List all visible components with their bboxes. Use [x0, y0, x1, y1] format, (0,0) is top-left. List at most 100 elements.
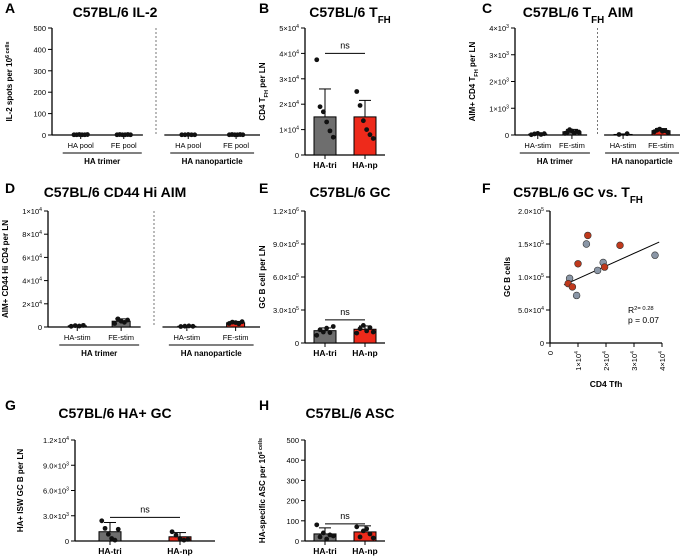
chart-title: C57BL/6 TFH — [309, 4, 391, 26]
data-point — [314, 522, 320, 528]
significance-label: ns — [340, 511, 350, 521]
y-tick-label: 4×104 — [22, 277, 42, 286]
y-tick-label: 200 — [33, 88, 46, 97]
y-tick-label: 2×104 — [279, 100, 299, 109]
y-tick-label: 1×103 — [489, 104, 509, 113]
chart-title: C57BL/6 ASC — [306, 405, 395, 421]
data-point — [125, 317, 131, 323]
data-point — [624, 131, 630, 137]
data-point — [192, 132, 198, 138]
data-point — [239, 319, 245, 325]
y-tick-label: 500 — [33, 24, 46, 33]
x-tick-label: 3×104 — [630, 351, 639, 371]
panel-letter: B — [259, 0, 269, 16]
data-point — [182, 323, 188, 329]
scatter-point — [616, 241, 624, 250]
y-tick-label: 8×104 — [22, 230, 42, 239]
data-point — [115, 526, 121, 532]
scatter-point — [651, 251, 659, 259]
y-tick-label: 2×104 — [22, 300, 42, 309]
x-tick-label: HA-tri — [313, 546, 337, 556]
x-tick-label: HA-np — [167, 546, 193, 556]
significance-label: ns — [140, 504, 150, 514]
data-point — [102, 525, 108, 531]
scatter-point — [568, 283, 577, 291]
chart-title: C57BL/6 GC vs. TFH — [513, 184, 643, 206]
data-point — [354, 330, 360, 336]
significance-label: ns — [340, 307, 350, 317]
y-tick-label: 0 — [65, 537, 69, 546]
data-point — [357, 326, 363, 332]
group-label: HA nanoparticle — [612, 157, 674, 166]
data-point — [186, 323, 192, 329]
y-axis-label: CD4 TFH per LN — [258, 62, 270, 120]
data-point — [367, 531, 373, 537]
y-axis-label: GC B cells — [503, 256, 512, 297]
panel-f: F C57BL/6 GC vs. TFH 0 5.0×104 1.0×105 1.5×10… — [482, 180, 667, 389]
panel-letter: H — [259, 397, 269, 413]
chart-title: C57BL/6 CD44 Hi AIM — [44, 184, 187, 200]
data-point — [85, 132, 90, 137]
data-point — [330, 134, 336, 140]
x-tick-label: FE-stim — [559, 141, 585, 150]
y-tick-label: 400 — [286, 456, 299, 465]
data-point — [320, 329, 326, 335]
y-tick-label: 9.0×103 — [43, 461, 69, 470]
data-point — [370, 329, 376, 335]
scatter-point — [574, 260, 582, 268]
data-point — [76, 323, 82, 329]
data-point — [320, 109, 326, 115]
x-tick-label: 0 — [546, 351, 555, 355]
y-tick-label: 300 — [286, 476, 299, 485]
y-tick-label: 100 — [33, 110, 46, 119]
data-point — [370, 136, 376, 141]
y-axis-label: HA+ ISW GC B per LN — [16, 449, 25, 533]
group-label: HA trimer — [84, 157, 120, 166]
chart-title: C57BL/6 IL-2 — [73, 4, 158, 20]
data-point — [72, 323, 78, 329]
x-tick-label: 4×104 — [658, 351, 667, 371]
group-label: HA trimer — [81, 349, 117, 358]
data-point — [360, 323, 366, 328]
panel-a: A C57BL/6 IL-2 0 100 200 300 400 500 IL-2 spots … — [5, 0, 260, 166]
data-point — [177, 536, 183, 541]
data-point — [173, 532, 179, 538]
y-tick-label: 3×104 — [279, 75, 299, 84]
y-tick-label: 0 — [295, 537, 299, 546]
data-point — [190, 323, 196, 329]
x-tick-label: HA-stim — [174, 333, 201, 342]
data-point — [181, 537, 187, 543]
data-point — [665, 129, 671, 135]
data-point — [370, 535, 376, 541]
x-tick-label: HA-np — [352, 348, 378, 358]
data-point — [105, 531, 111, 537]
y-axis-label: AIM+ CD4 TFH per LN — [468, 41, 480, 121]
y-tick-label: 0 — [42, 131, 46, 140]
x-tick-label: FE pool — [111, 141, 137, 150]
scatter-point — [582, 240, 591, 248]
data-point — [357, 103, 363, 108]
group-label: HA trimer — [537, 157, 573, 166]
y-tick-label: 9.0×105 — [273, 240, 299, 249]
scatter-point — [600, 263, 609, 271]
data-point — [317, 104, 323, 110]
group-label: HA nanoparticle — [182, 157, 244, 166]
data-point — [541, 131, 547, 137]
panel-b: B C57BL/6 TFH 0 1×104 2×104 3×104 4×104 5×104 CD… — [258, 0, 391, 170]
x-tick-label: HA-np — [352, 160, 378, 170]
x-axis-label: CD4 Tfh — [590, 379, 623, 389]
y-tick-label: 5.0×104 — [518, 306, 544, 315]
panel-d: D C57BL/6 CD44 Hi AIM 0 2×104 4×104 6×104 8×10… — [1, 180, 260, 358]
data-point — [576, 129, 582, 135]
data-point — [367, 325, 373, 330]
bar — [353, 116, 377, 156]
y-axis-label: AIM+ CD44 Hi CD4 per LN — [1, 220, 10, 318]
y-tick-label: 0 — [38, 323, 42, 332]
data-point — [320, 530, 326, 536]
scatter-point — [584, 231, 592, 240]
data-point — [112, 537, 118, 543]
y-tick-label: 1×104 — [22, 207, 42, 216]
data-point — [367, 132, 373, 138]
x-tick-label: FE-stim — [648, 141, 674, 150]
data-point — [364, 127, 370, 132]
